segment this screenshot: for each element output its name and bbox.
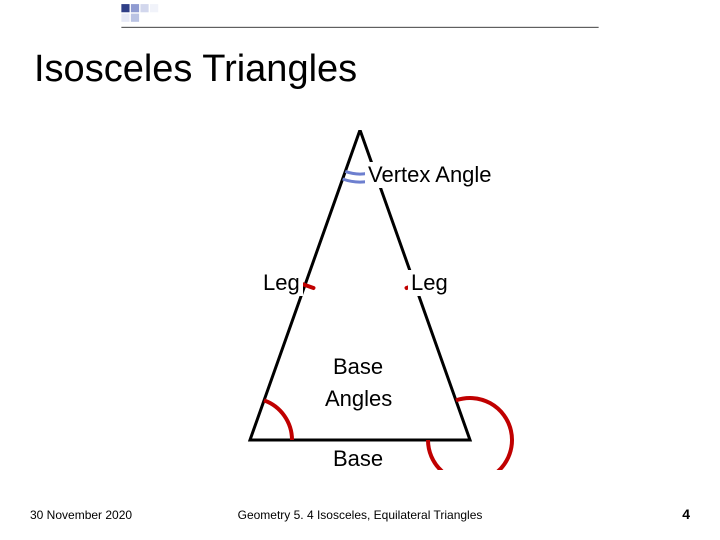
- header-decoration: [0, 0, 720, 30]
- label-base-angles-1: Base: [330, 354, 386, 380]
- label-leg-left: Leg: [260, 270, 303, 296]
- triangle-diagram: Vertex Angle Leg Leg Base Angles Base: [170, 130, 550, 470]
- slide: Isosceles Triangles Vertex Angle Leg Leg…: [0, 0, 720, 540]
- label-base: Base: [330, 446, 386, 472]
- footer-page: 4: [682, 506, 690, 522]
- label-base-angles-2: Angles: [322, 386, 395, 412]
- footer: 30 November 2020 Geometry 5. 4 Isosceles…: [0, 502, 720, 522]
- slide-title: Isosceles Triangles: [34, 48, 357, 91]
- label-vertex-angle: Vertex Angle: [365, 162, 495, 188]
- label-leg-right: Leg: [408, 270, 451, 296]
- footer-center: Geometry 5. 4 Isosceles, Equilateral Tri…: [0, 508, 720, 522]
